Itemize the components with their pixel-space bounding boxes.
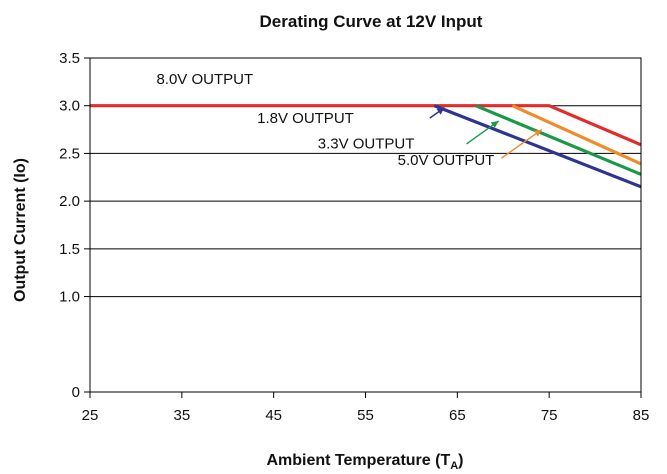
gridlines <box>90 105 641 298</box>
annotation-arrowhead-3 <box>533 129 542 137</box>
x-axis-label-main: Ambient Temperature (T <box>266 452 450 469</box>
y-tick-label-6: 3.5 <box>59 50 80 67</box>
y-tick-label-4: 2.5 <box>59 145 80 162</box>
series-line-5-0v-output <box>511 104 642 166</box>
y-tick-label-2: 1.5 <box>59 241 80 258</box>
y-axis-label: Output Current (Io) <box>12 158 29 302</box>
series-line-3-3v-output <box>475 104 642 176</box>
x-tick-label-6: 85 <box>633 407 650 424</box>
annotation-label-3: 5.0V OUTPUT <box>398 152 495 169</box>
chart-title: Derating Curve at 12V Input <box>260 12 483 31</box>
annotation-arrowhead-2 <box>490 120 499 128</box>
annotation-label-1: 1.8V OUTPUT <box>257 110 354 127</box>
x-axis-label-subscript: A <box>450 460 458 472</box>
x-tick-label-4: 65 <box>449 407 466 424</box>
annotation-arrow-3 <box>501 129 543 159</box>
x-tick-label-2: 45 <box>265 407 282 424</box>
annotation-label-2: 3.3V OUTPUT <box>318 136 415 153</box>
x-axis-label-end: ) <box>458 452 463 469</box>
y-tick-label-1: 1.0 <box>59 289 80 306</box>
y-axis-ticks: 0 1.0 1.5 2.0 2.5 3.0 3.5 <box>59 50 90 401</box>
series-line-1-8v-output <box>433 104 642 189</box>
annotation-arrowhead-1 <box>436 107 445 115</box>
x-tick-label-0: 25 <box>82 407 99 424</box>
x-tick-label-3: 55 <box>357 407 374 424</box>
y-tick-label-0: 0 <box>72 384 80 401</box>
annotation-label-0: 8.0V OUTPUT <box>156 71 253 88</box>
x-axis-ticks: 25 35 45 55 65 75 85 <box>82 392 650 424</box>
y-tick-label-3: 2.0 <box>59 193 80 210</box>
x-axis-label: Ambient Temperature (TA) <box>266 452 463 472</box>
x-tick-label-5: 75 <box>541 407 558 424</box>
y-tick-label-5: 3.0 <box>59 98 80 115</box>
x-tick-label-1: 35 <box>173 407 190 424</box>
series-lines <box>90 104 642 189</box>
series-line-8-0v-output <box>90 104 642 147</box>
